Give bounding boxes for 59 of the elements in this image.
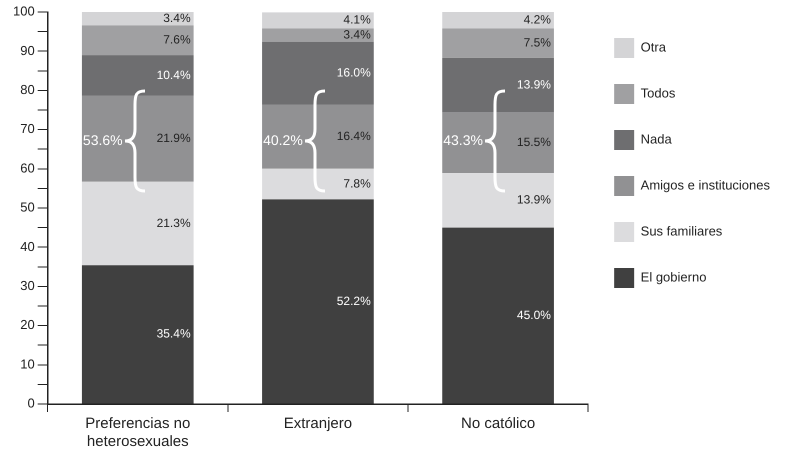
data-label: 7.8% <box>343 176 372 190</box>
data-label: 21.9% <box>156 131 191 146</box>
y-tick-label: 50 <box>20 200 35 215</box>
bar <box>442 112 554 174</box>
data-label: 21.3% <box>156 216 191 230</box>
legend-label: El gobierno <box>640 270 706 285</box>
annotation: 40.2% <box>263 132 303 148</box>
y-tick-label: 30 <box>20 278 35 293</box>
legend-label: Sus familiares <box>640 224 723 239</box>
bar <box>262 12 374 28</box>
x-tick-label: Preferencias no heterosexuales <box>85 415 190 450</box>
bar <box>82 265 194 404</box>
data-label: 4.2% <box>524 12 552 27</box>
y-tick-label: 90 <box>20 42 35 58</box>
bar <box>442 12 554 28</box>
y-tick-label: 70 <box>20 121 35 136</box>
y-tick-label: 80 <box>20 82 35 97</box>
data-label: 10.4% <box>156 68 191 82</box>
legend-label: Nada <box>640 132 673 147</box>
legend-label: Otra <box>640 40 667 55</box>
x-tick-label: Extranjero <box>284 415 352 432</box>
data-label: 52.2% <box>336 294 372 308</box>
y-tick-label: 60 <box>20 160 35 176</box>
bar <box>442 173 554 228</box>
data-label: 45.0% <box>516 308 552 322</box>
y-tick-label: 100 <box>12 4 35 19</box>
bar <box>82 182 194 266</box>
annotation: 53.6% <box>82 132 123 148</box>
bar <box>442 58 554 112</box>
data-label: 3.4% <box>343 27 372 42</box>
legend-label: Todos <box>640 86 676 101</box>
bar <box>82 12 194 26</box>
bar <box>82 25 194 56</box>
data-label: 16.4% <box>336 128 372 143</box>
bar <box>262 28 374 42</box>
data-label: 15.5% <box>516 135 552 150</box>
bar <box>82 55 194 96</box>
data-label: 16.0% <box>336 65 372 80</box>
y-tick-label: 10 <box>20 356 35 372</box>
annotation: 43.3% <box>443 132 483 148</box>
bar <box>82 96 194 182</box>
data-label: 4.1% <box>343 12 372 27</box>
legend-label: Amigos e instituciones <box>640 178 770 193</box>
bar <box>442 228 554 404</box>
data-label: 7.6% <box>163 32 191 47</box>
data-label: 3.4% <box>163 10 191 25</box>
y-tick-label: 40 <box>20 238 35 254</box>
bar <box>442 28 554 58</box>
data-label: 7.5% <box>524 35 552 50</box>
x-tick-label: No católico <box>460 415 536 432</box>
bar <box>262 104 374 169</box>
data-label: 13.9% <box>516 192 552 207</box>
y-tick-label: 0 <box>27 396 35 411</box>
bar <box>262 42 374 105</box>
data-label: 35.4% <box>156 326 191 341</box>
data-label: 13.9% <box>516 77 552 92</box>
y-tick-label: 20 <box>20 317 35 332</box>
bar <box>262 168 374 200</box>
bar <box>262 199 374 404</box>
